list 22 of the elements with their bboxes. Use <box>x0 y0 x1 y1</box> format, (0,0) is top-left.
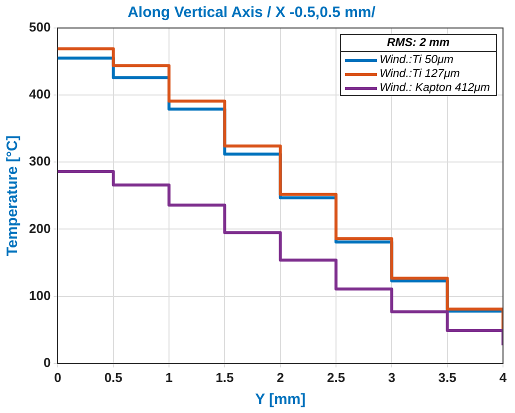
legend-title: RMS: 2 mm <box>386 36 451 51</box>
y-tick-label: 100 <box>28 288 51 303</box>
y-tick-label: 300 <box>28 154 51 169</box>
chart-title: Along Vertical Axis / X -0.5,0.5 mm/ <box>128 4 376 22</box>
y-tick-label: 500 <box>28 20 51 35</box>
y-tick-label: 400 <box>28 86 51 102</box>
x-tick-label: 0 <box>54 370 62 385</box>
y-tick-label: 200 <box>28 220 51 236</box>
legend-label: Wind.:Ti 50μm <box>380 54 454 66</box>
x-tick-label: 1 <box>165 370 173 385</box>
x-tick-label: 2.5 <box>326 370 346 385</box>
y-axis-title: Temperature [°C] <box>4 135 22 256</box>
x-tick-label: 0.5 <box>104 370 122 385</box>
x-tick-label: 4 <box>499 370 508 385</box>
x-tick-label: 3.5 <box>438 370 456 385</box>
legend-label: Wind.: Kapton 412μm <box>380 82 490 94</box>
y-tick-label: 0 <box>43 354 51 370</box>
x-tick-label: 1.5 <box>216 370 234 385</box>
legend-label: Wind.:Ti 127μm <box>380 68 460 80</box>
x-axis-title: Y [mm] <box>255 391 306 408</box>
x-tick-label: 2 <box>276 370 284 385</box>
x-tick-label: 3 <box>388 370 396 385</box>
